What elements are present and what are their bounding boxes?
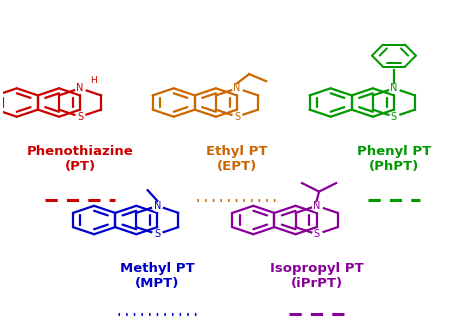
Text: Methyl PT
(MPT): Methyl PT (MPT) <box>120 262 195 290</box>
Text: N: N <box>154 201 161 211</box>
Text: Isopropyl PT
(iPrPT): Isopropyl PT (iPrPT) <box>270 262 364 290</box>
Text: N: N <box>313 201 320 211</box>
Text: S: S <box>314 229 319 239</box>
Text: Phenyl PT
(PhPT): Phenyl PT (PhPT) <box>357 145 431 173</box>
Text: S: S <box>155 229 160 239</box>
Text: Phenothiazine
(PT): Phenothiazine (PT) <box>27 145 134 173</box>
Text: Ethyl PT
(EPT): Ethyl PT (EPT) <box>206 145 268 173</box>
Text: H: H <box>90 76 97 85</box>
Text: N: N <box>76 83 84 93</box>
Text: N: N <box>390 83 398 93</box>
Text: S: S <box>391 112 397 122</box>
Text: N: N <box>233 83 241 93</box>
Text: S: S <box>77 112 83 122</box>
Text: S: S <box>234 112 240 122</box>
